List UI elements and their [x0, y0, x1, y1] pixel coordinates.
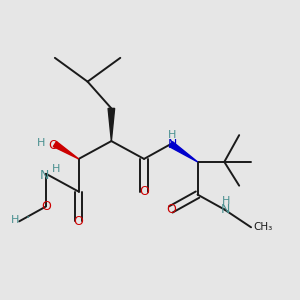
Text: O: O — [49, 139, 58, 152]
Text: O: O — [74, 215, 84, 228]
Text: N: N — [168, 138, 177, 151]
Text: H: H — [222, 196, 230, 206]
Polygon shape — [169, 142, 198, 162]
Text: CH₃: CH₃ — [253, 222, 273, 232]
Text: O: O — [139, 185, 149, 198]
Text: H: H — [11, 215, 19, 225]
Polygon shape — [53, 142, 79, 159]
Text: O: O — [41, 200, 51, 213]
Text: O: O — [166, 203, 176, 216]
Text: ·: · — [26, 212, 30, 225]
Text: N: N — [40, 169, 49, 182]
Text: N: N — [221, 203, 230, 216]
Polygon shape — [108, 108, 115, 141]
Text: H: H — [52, 164, 61, 174]
Text: H: H — [37, 138, 46, 148]
Text: H: H — [168, 130, 176, 140]
